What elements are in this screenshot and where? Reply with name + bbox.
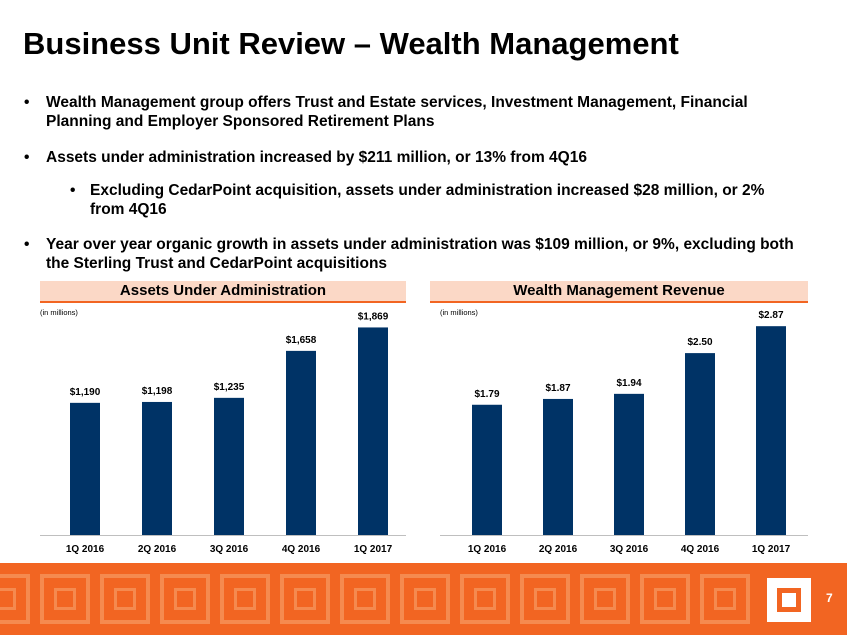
pattern-tile [520,574,570,624]
aua-category-label: 1Q 2016 [66,544,105,555]
revenue-category-label: 1Q 2017 [752,544,791,555]
revenue-bar [685,353,715,535]
revenue-category-label: 3Q 2016 [610,544,649,555]
aua-bar-chart: $1,190 1Q 2016 $1,198 2Q 2016 $1,235 3Q 2016 $… [40,311,406,555]
aua-bar [70,402,100,535]
page-number: 7 [826,591,833,605]
aua-data-label: $1,869 [358,311,389,322]
bullet-marker: • [24,236,30,253]
pattern-tile [580,574,630,624]
pattern-tile [280,574,330,624]
pattern-tile [220,574,270,624]
bullet-sub-item: • Excluding CedarPoint acquisition, asse… [70,181,798,219]
pattern-tile [640,574,690,624]
footer-band: 7 [0,563,847,635]
pattern-tile [700,574,750,624]
revenue-data-label: $1.87 [545,383,570,394]
pattern-tile [340,574,390,624]
pattern-tile [100,574,150,624]
page-title: Business Unit Review – Wealth Management [23,26,679,61]
aua-data-label: $1,235 [214,382,245,393]
aua-units-label: (in millions) [40,308,78,317]
bullet-marker: • [24,94,30,111]
aua-data-label: $1,198 [142,386,173,397]
revenue-data-label: $2.50 [687,337,712,348]
bullet-text: Excluding CedarPoint acquisition, assets… [90,182,765,218]
bullet-text: Year over year organic growth in assets … [46,236,794,272]
pattern-tile [460,574,510,624]
bullet-marker: • [24,149,30,166]
aua-category-label: 3Q 2016 [210,544,249,555]
aua-bar [214,397,244,535]
revenue-category-label: 2Q 2016 [539,544,578,555]
bullet-marker: • [70,182,76,199]
aua-category-label: 2Q 2016 [138,544,177,555]
pattern-tile [160,574,210,624]
pattern-tile [40,574,90,624]
square-logo-icon [760,566,818,632]
aua-bar [286,350,316,535]
aua-category-label: 4Q 2016 [282,544,321,555]
revenue-data-label: $1.79 [474,389,499,400]
revenue-bar [472,404,502,535]
bullet-text: Wealth Management group offers Trust and… [46,94,748,130]
aua-data-label: $1,658 [286,335,317,346]
bullet-text: Assets under administration increased by… [46,149,587,166]
revenue-data-label: $2.87 [758,310,783,321]
revenue-units-label: (in millions) [440,308,478,317]
aua-category-label: 1Q 2017 [354,544,393,555]
revenue-bar [543,398,573,535]
revenue-bar [756,326,786,535]
revenue-data-label: $1.94 [616,378,641,389]
bullet-item: • Wealth Management group offers Trust a… [24,93,814,131]
revenue-category-label: 1Q 2016 [468,544,507,555]
revenue-bar-chart: $1.79 1Q 2016 $1.87 2Q 2016 $1.94 3Q 2016 $2.5… [440,310,808,555]
aua-chart-title: Assets Under Administration [40,281,406,303]
revenue-chart-title: Wealth Management Revenue [430,281,808,303]
bullet-item: • Assets under administration increased … [24,148,814,167]
pattern-tile [0,574,30,624]
revenue-category-label: 4Q 2016 [681,544,720,555]
pattern-tile [400,574,450,624]
aua-bar [142,401,172,535]
revenue-bar [614,393,644,535]
aua-bar [358,327,388,535]
bullet-item: • Year over year organic growth in asset… [24,235,814,273]
aua-data-label: $1,190 [70,387,101,398]
